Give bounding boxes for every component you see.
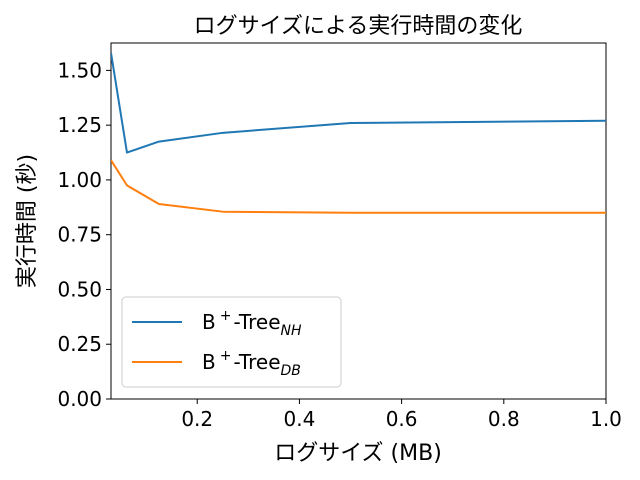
x-tick-label: 0.8 — [488, 407, 520, 431]
y-tick-label: 1.00 — [57, 168, 102, 192]
x-tick-label: 0.6 — [386, 407, 418, 431]
x-tick-label: 0.2 — [181, 407, 213, 431]
y-axis-title: 実行時間 (秒) — [15, 154, 40, 288]
y-tick-label: 0.00 — [57, 387, 102, 411]
y-tick-label: 1.25 — [57, 113, 102, 137]
y-tick-label: 1.50 — [57, 58, 102, 82]
y-tick-label: 0.50 — [57, 277, 102, 301]
x-axis: 0.2 0.4 0.6 0.8 1.0 — [181, 399, 622, 431]
y-tick-label: 0.25 — [57, 332, 102, 356]
x-tick-label: 1.0 — [590, 407, 622, 431]
x-tick-label: 0.4 — [284, 407, 316, 431]
x-axis-title: ログサイズ (MB) — [274, 441, 442, 466]
series-line-db — [111, 159, 606, 214]
legend-box — [121, 296, 342, 388]
y-axis: 0.00 0.25 0.50 0.75 1.00 1.25 1.50 — [57, 58, 111, 411]
legend-label-nh: B + -TreeNH — [202, 308, 302, 339]
series-line-nh — [111, 52, 606, 154]
legend-label-db: B + -TreeDB — [202, 348, 301, 379]
series-layer — [111, 52, 606, 214]
legend: B + -TreeNH B + -TreeDB — [121, 296, 342, 388]
y-tick-label: 0.75 — [57, 223, 102, 247]
chart-title: ログサイズによる実行時間の変化 — [194, 14, 523, 39]
